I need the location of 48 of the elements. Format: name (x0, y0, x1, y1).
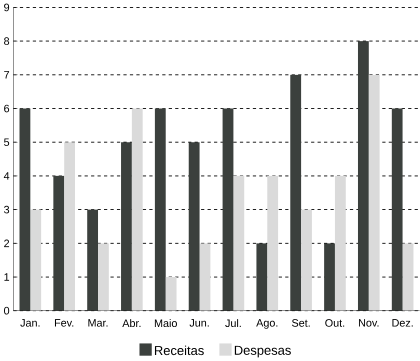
x-tick-label: Jul. (225, 319, 241, 328)
bar (233, 176, 244, 311)
y-tick-label: 6 (4, 104, 10, 112)
x-tick-label: Nov. (358, 319, 378, 327)
bar (334, 176, 346, 311)
bar (132, 108, 143, 311)
bar (121, 142, 132, 311)
y-tick-label: 5 (4, 138, 10, 146)
y-tick-label: 4 (4, 172, 10, 180)
bar (402, 243, 414, 311)
x-tick-label: Maio (154, 319, 177, 328)
bar (98, 243, 109, 311)
bar (20, 108, 30, 311)
x-tick-label: Ago. (256, 319, 278, 329)
x-tick-label: Jun. (190, 319, 209, 327)
bar (53, 176, 64, 311)
bar (256, 243, 268, 311)
bar (64, 142, 75, 311)
bar (222, 108, 234, 311)
legend-label: Despesas (234, 346, 291, 358)
bar (200, 243, 210, 311)
y-tick-label: 3 (4, 206, 10, 214)
bar (188, 142, 200, 311)
bar (392, 108, 403, 311)
bar (358, 41, 369, 311)
bar (290, 74, 302, 311)
y-tick-label: 9 (4, 4, 10, 12)
x-tick-label: Out. (325, 319, 344, 327)
x-tick-label: Mar. (88, 319, 108, 327)
x-tick-label: Dez. (392, 319, 413, 327)
x-tick-label: Fev. (54, 319, 74, 327)
bar (267, 176, 278, 311)
bar (30, 210, 42, 311)
y-tick-label: 2 (4, 240, 10, 248)
bar (166, 277, 177, 311)
y-tick-label: 0 (4, 306, 10, 315)
y-tick-label: 8 (4, 37, 10, 45)
x-tick-label: Set. (292, 319, 310, 327)
bar (324, 243, 335, 311)
bar (87, 210, 98, 311)
legend-label: Receitas (154, 346, 204, 356)
x-tick-label: Jan. (20, 319, 40, 327)
bar (154, 108, 166, 311)
y-tick-label: 7 (4, 71, 10, 79)
bar (301, 210, 312, 311)
x-tick-label: Abr. (122, 319, 140, 328)
bar (368, 74, 380, 311)
y-tick-label: 1 (4, 273, 10, 281)
